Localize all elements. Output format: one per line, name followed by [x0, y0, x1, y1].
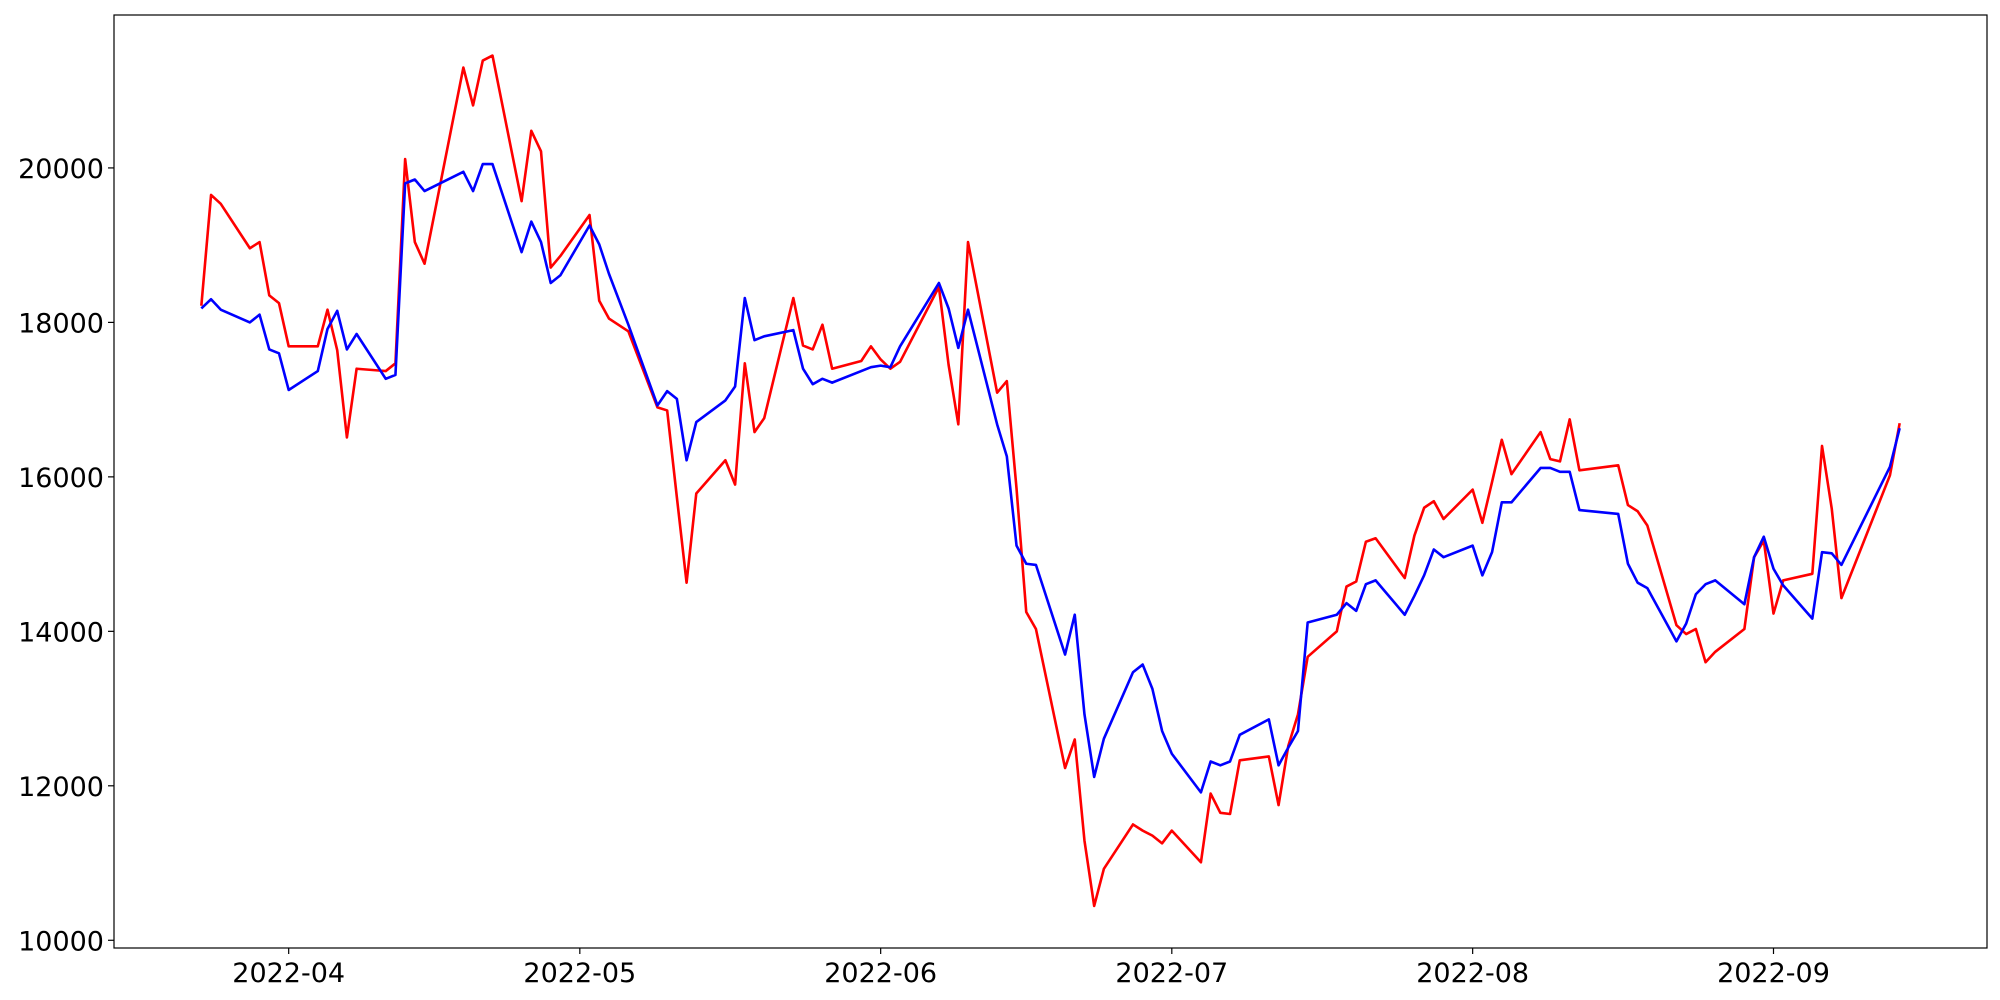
y-tick-label: 10000: [18, 926, 104, 957]
x-tick-label: 2022-04: [232, 958, 345, 989]
x-tick-label: 2022-08: [1416, 958, 1529, 989]
y-tick-label: 18000: [18, 308, 104, 339]
x-tick-label: 2022-05: [523, 958, 636, 989]
y-tick-label: 12000: [18, 772, 104, 803]
x-tick-label: 2022-06: [824, 958, 937, 989]
y-tick-label: 14000: [18, 617, 104, 648]
y-tick-label: 20000: [18, 154, 104, 185]
series-line: [200, 162, 1901, 794]
x-tick-label: 2022-07: [1115, 958, 1228, 989]
y-tick-label: 16000: [18, 463, 104, 494]
x-tick-label: 2022-09: [1717, 958, 1830, 989]
plot-frame: [113, 14, 1988, 949]
series-line: [200, 54, 1901, 908]
